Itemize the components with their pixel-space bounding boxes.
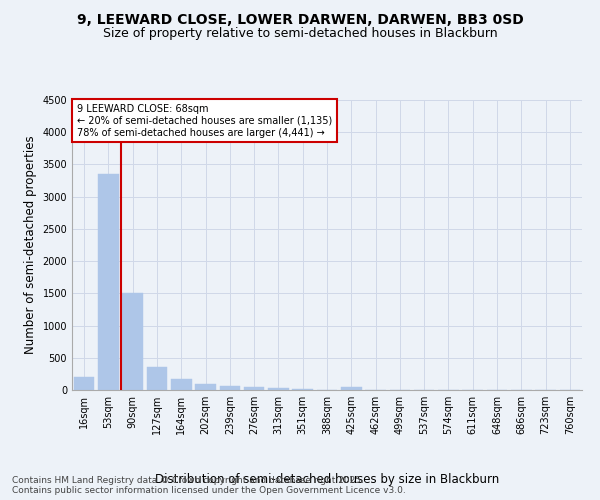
Bar <box>122 294 143 390</box>
Text: 9 LEEWARD CLOSE: 68sqm
← 20% of semi-detached houses are smaller (1,135)
78% of : 9 LEEWARD CLOSE: 68sqm ← 20% of semi-det… <box>77 104 332 138</box>
Bar <box>268 388 289 390</box>
Text: 9, LEEWARD CLOSE, LOWER DARWEN, DARWEN, BB3 0SD: 9, LEEWARD CLOSE, LOWER DARWEN, DARWEN, … <box>77 12 523 26</box>
Bar <box>220 386 240 390</box>
Y-axis label: Number of semi-detached properties: Number of semi-detached properties <box>24 136 37 354</box>
Bar <box>195 384 216 390</box>
Bar <box>341 387 362 390</box>
Bar <box>98 174 119 390</box>
Bar <box>146 368 167 390</box>
Bar <box>74 377 94 390</box>
Bar <box>244 388 265 390</box>
X-axis label: Distribution of semi-detached houses by size in Blackburn: Distribution of semi-detached houses by … <box>155 473 499 486</box>
Bar <box>171 378 191 390</box>
Bar <box>292 388 313 390</box>
Text: Contains HM Land Registry data © Crown copyright and database right 2025.
Contai: Contains HM Land Registry data © Crown c… <box>12 476 406 495</box>
Text: Size of property relative to semi-detached houses in Blackburn: Size of property relative to semi-detach… <box>103 28 497 40</box>
